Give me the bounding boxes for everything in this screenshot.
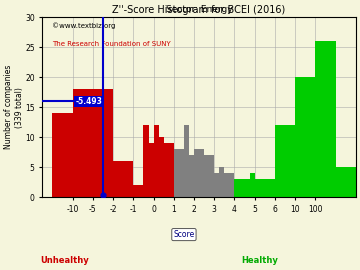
Bar	[53, 113, 73, 197]
Text: The Research Foundation of SUNY: The Research Foundation of SUNY	[52, 41, 171, 47]
Text: -5.493: -5.493	[75, 97, 102, 106]
Bar	[275, 125, 295, 197]
Bar	[194, 149, 199, 197]
Bar	[179, 149, 184, 197]
Bar	[239, 179, 244, 197]
Bar	[159, 137, 164, 197]
Bar	[249, 173, 255, 197]
Bar	[174, 149, 179, 197]
Bar	[184, 125, 189, 197]
Bar	[244, 179, 249, 197]
Title: Z''-Score Histogram for BCEI (2016): Z''-Score Histogram for BCEI (2016)	[112, 5, 286, 15]
Bar	[133, 185, 138, 197]
Bar	[204, 155, 209, 197]
Bar	[255, 179, 260, 197]
Bar	[93, 89, 103, 197]
Bar	[224, 173, 229, 197]
Bar	[214, 173, 219, 197]
Bar	[219, 167, 224, 197]
Bar	[83, 89, 93, 197]
Text: ©www.textbiz.org: ©www.textbiz.org	[52, 23, 115, 29]
Text: Sector: Energy: Sector: Energy	[166, 5, 233, 14]
Bar	[149, 143, 154, 197]
Bar	[295, 77, 315, 197]
Bar	[138, 185, 144, 197]
Y-axis label: Number of companies
(339 total): Number of companies (339 total)	[4, 65, 23, 149]
Bar	[128, 185, 133, 197]
Bar	[144, 125, 149, 197]
Bar	[164, 143, 169, 197]
Bar	[209, 155, 214, 197]
Bar	[270, 179, 275, 197]
Bar	[154, 125, 159, 197]
Bar	[189, 155, 194, 197]
Bar	[229, 173, 234, 197]
Bar	[103, 89, 113, 197]
Text: Unhealthy: Unhealthy	[40, 256, 89, 265]
Bar	[315, 41, 336, 197]
Bar	[336, 167, 356, 197]
Text: Score: Score	[173, 230, 194, 239]
Bar	[169, 143, 174, 197]
Bar	[199, 149, 204, 197]
Bar	[260, 179, 265, 197]
Bar	[265, 179, 270, 197]
Bar	[73, 89, 83, 197]
Bar	[113, 161, 133, 197]
Bar	[234, 179, 239, 197]
Text: Healthy: Healthy	[241, 256, 278, 265]
